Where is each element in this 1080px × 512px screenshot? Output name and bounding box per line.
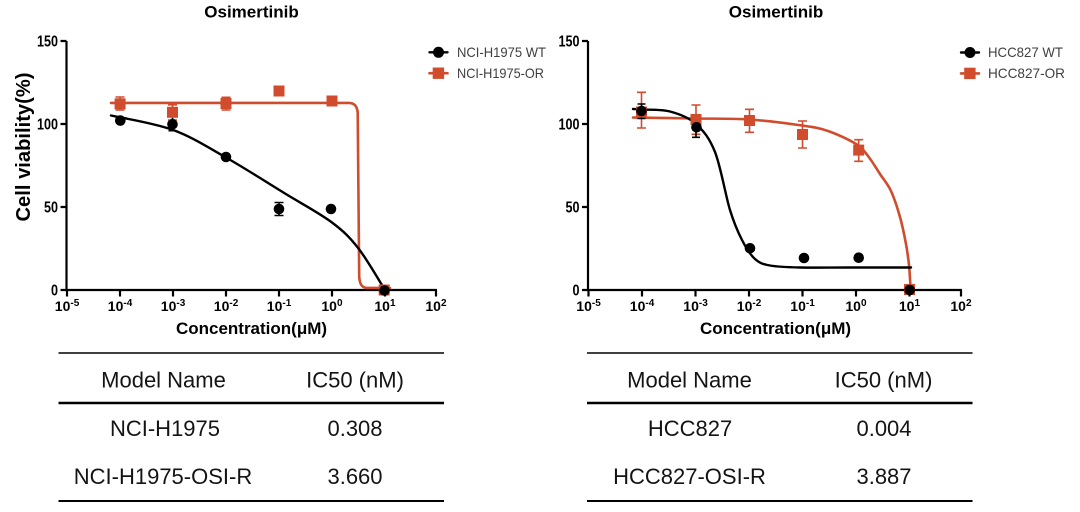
- svg-text:NCI-H1975-OR: NCI-H1975-OR: [457, 65, 544, 81]
- svg-text:50: 50: [44, 200, 58, 217]
- svg-text:NCI-H1975: NCI-H1975: [110, 416, 220, 441]
- svg-text:Osimertinib: Osimertinib: [729, 3, 823, 22]
- svg-text:50: 50: [566, 200, 580, 217]
- svg-text:100: 100: [37, 117, 58, 134]
- svg-text:0.308: 0.308: [327, 416, 382, 441]
- svg-text:HCC827-OSI-R: HCC827-OSI-R: [613, 464, 766, 489]
- svg-text:NCI-H1975 WT: NCI-H1975 WT: [457, 44, 546, 60]
- svg-text:HCC827 WT: HCC827 WT: [988, 44, 1063, 60]
- svg-text:100: 100: [559, 117, 580, 134]
- svg-text:Concentration(μM): Concentration(μM): [700, 319, 851, 338]
- svg-text:0.004: 0.004: [856, 416, 911, 441]
- svg-text:0: 0: [573, 283, 580, 300]
- svg-text:0: 0: [51, 283, 58, 300]
- svg-text:3.660: 3.660: [327, 464, 382, 489]
- svg-text:IC50 (nM): IC50 (nM): [835, 368, 933, 393]
- svg-text:150: 150: [559, 34, 580, 51]
- svg-text:3.887: 3.887: [856, 464, 911, 489]
- svg-text:Concentration(μM): Concentration(μM): [176, 319, 327, 338]
- svg-text:NCI-H1975-OSI-R: NCI-H1975-OSI-R: [74, 464, 252, 489]
- svg-text:Osimertinib: Osimertinib: [204, 3, 298, 22]
- svg-text:Cell viability(%): Cell viability(%): [13, 73, 35, 222]
- svg-text:IC50 (nM): IC50 (nM): [306, 368, 404, 393]
- svg-text:Model Name: Model Name: [101, 368, 226, 393]
- svg-text:Model Name: Model Name: [627, 368, 752, 393]
- svg-text:HCC827-OR: HCC827-OR: [988, 65, 1065, 81]
- svg-text:HCC827: HCC827: [648, 416, 732, 441]
- svg-text:150: 150: [37, 34, 58, 51]
